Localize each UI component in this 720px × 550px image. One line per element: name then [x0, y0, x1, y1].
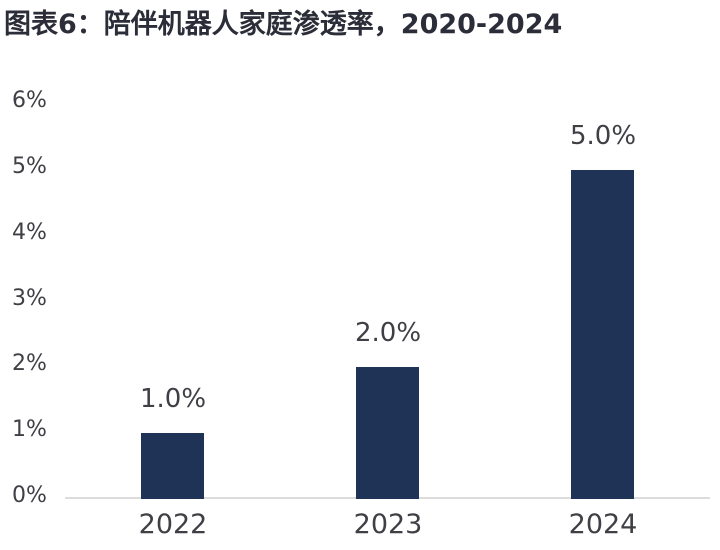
- bar: [141, 433, 204, 499]
- bar-value-label: 1.0%: [139, 384, 207, 414]
- bar: [571, 170, 634, 499]
- y-axis-tick-label: 5%: [12, 154, 47, 179]
- y-axis-tick-label: 6%: [12, 88, 47, 113]
- y-axis-tick-label: 0%: [12, 483, 47, 508]
- y-axis-tick-label: 3%: [12, 286, 47, 311]
- chart-title: 图表6：陪伴机器人家庭渗透率，2020-2024: [4, 9, 563, 40]
- x-axis-tick-label: 2024: [568, 509, 638, 540]
- bar: [356, 367, 419, 499]
- y-axis-tick-label: 4%: [12, 220, 47, 245]
- bar-value-label: 2.0%: [354, 318, 422, 348]
- y-axis-tick-label: 2%: [12, 351, 47, 376]
- bar-value-label: 5.0%: [569, 121, 637, 151]
- x-axis-tick-label: 2022: [138, 509, 208, 540]
- x-axis-tick-label: 2023: [353, 509, 423, 540]
- y-axis-tick-label: 1%: [12, 417, 47, 442]
